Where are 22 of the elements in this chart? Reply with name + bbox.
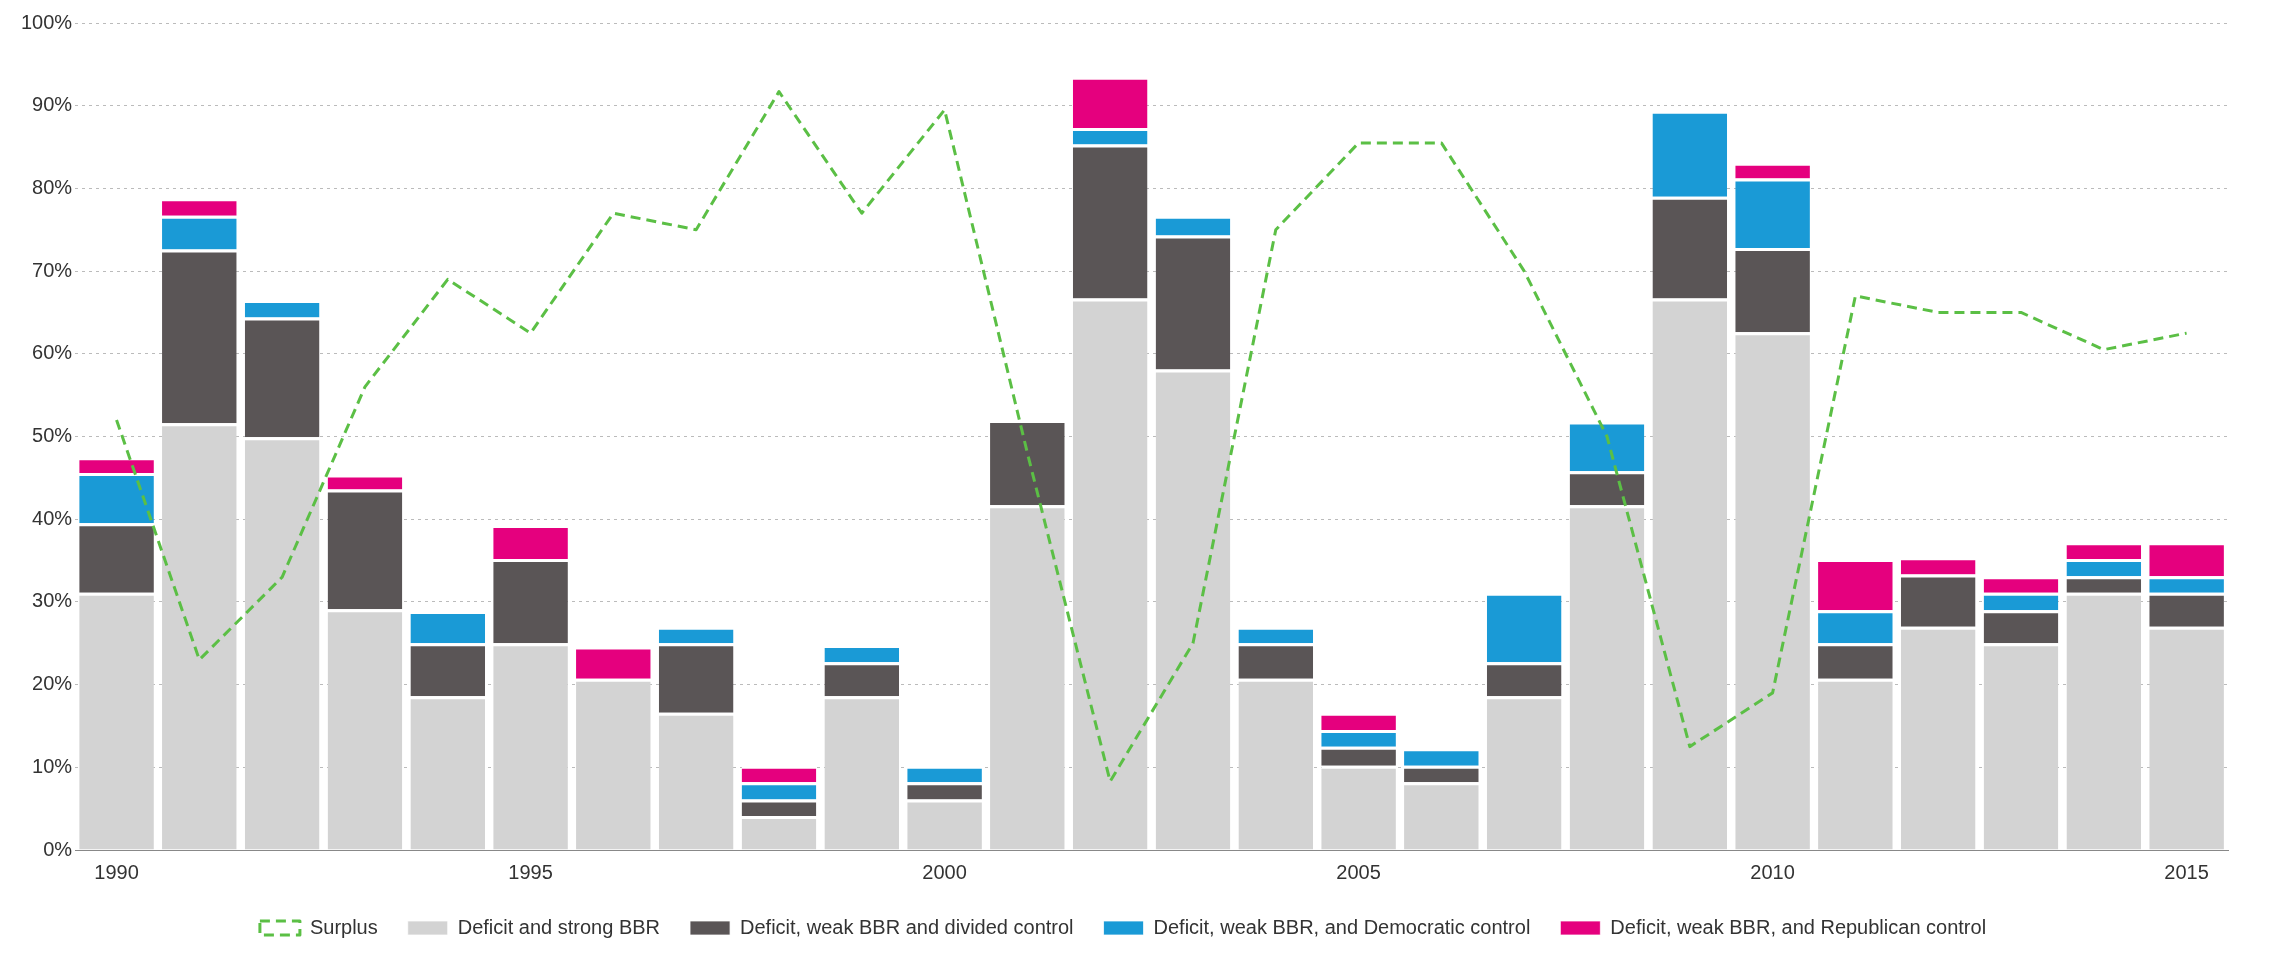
y-tick-label: 70% [32, 258, 73, 281]
legend-label: Deficit, weak BBR and divided control [740, 915, 1074, 938]
y-tick-label: 60% [32, 341, 73, 364]
x-tick-label: 2005 [1336, 860, 1381, 883]
legend-label: Deficit, weak BBR, and Democratic control [1153, 915, 1531, 938]
legend-label: Deficit, weak BBR, and Republican control [1610, 915, 1987, 938]
y-tick-label: 0% [43, 837, 73, 860]
y-tick-label: 100% [21, 10, 73, 33]
x-tick-label: 1990 [94, 860, 139, 883]
y-tick-label: 80% [32, 175, 73, 198]
legend-label: Surplus [309, 915, 378, 938]
y-tick-label: 40% [32, 506, 73, 529]
y-tick-label: 30% [32, 589, 73, 612]
x-tick-label: 2000 [922, 860, 967, 883]
y-tick-label: 90% [32, 93, 73, 116]
x-tick-label: 2015 [2164, 860, 2209, 883]
y-tick-label: 10% [32, 754, 73, 777]
legend-label: Deficit and strong BBR [457, 915, 661, 938]
y-tick-label: 50% [32, 424, 73, 447]
y-tick-label: 20% [32, 672, 73, 695]
x-tick-label: 1995 [508, 860, 553, 883]
x-tick-label: 2010 [1750, 860, 1795, 883]
